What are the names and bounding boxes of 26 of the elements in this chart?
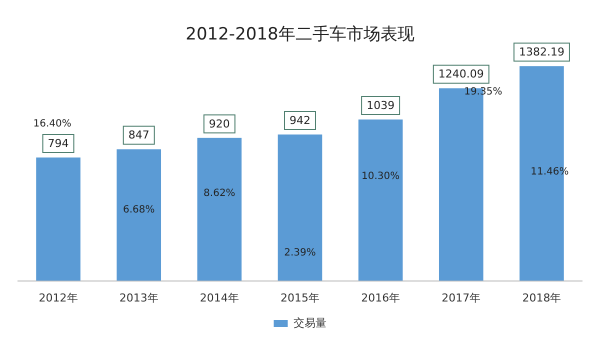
data-label: 920 — [208, 117, 230, 130]
x-tick-label: 2014年 — [200, 291, 239, 304]
annotation: 10.30% — [362, 171, 400, 182]
x-tick-label: 2017年 — [442, 291, 481, 304]
bar — [358, 119, 403, 281]
data-label: 847 — [128, 128, 150, 142]
data-label: 1039 — [366, 98, 395, 112]
bar — [197, 138, 242, 281]
data-label: 942 — [290, 114, 310, 127]
chart-title: 2012-2018年二手车市场表现 — [186, 24, 414, 45]
bar — [116, 149, 162, 281]
annotation: 8.62% — [204, 188, 236, 200]
x-tick-label: 2018年 — [522, 291, 562, 304]
x-tick-label: 2012年 — [38, 291, 78, 304]
bar — [36, 158, 80, 281]
bar — [278, 134, 322, 281]
x-tick-label: 2013年 — [119, 291, 158, 304]
annotation: 2.39% — [284, 247, 316, 258]
annotation: 16.40% — [33, 118, 72, 130]
x-tick-label: 2015年 — [280, 291, 320, 304]
annotation: 6.68% — [122, 204, 155, 216]
legend-label: 交易量 — [293, 316, 326, 330]
data-label: 1240.09 — [438, 68, 484, 81]
data-label: 1382.19 — [518, 46, 564, 59]
data-label: 794 — [48, 136, 69, 150]
x-tick-label: 2016年 — [361, 291, 400, 304]
